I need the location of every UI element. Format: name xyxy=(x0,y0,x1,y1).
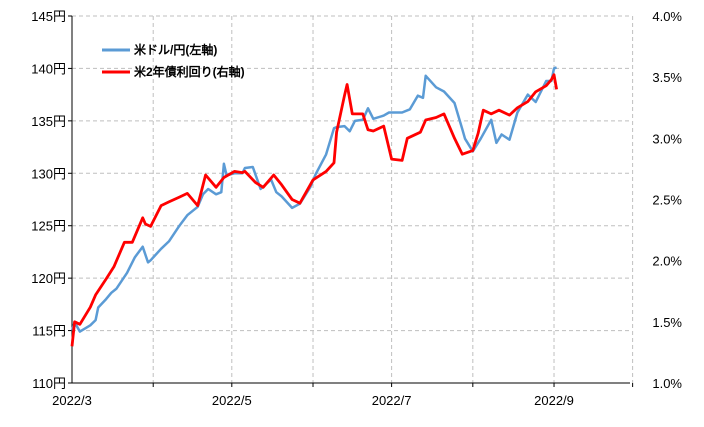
y-left-tick-label: 140円 xyxy=(31,61,66,76)
y-right-tick-label: 3.0% xyxy=(652,131,682,146)
y-right-tick-label: 2.0% xyxy=(652,254,682,269)
series-layer xyxy=(70,66,558,347)
x-tick-label: 2022/3 xyxy=(52,393,92,408)
y-right-tick-label: 1.5% xyxy=(652,315,682,330)
y-left-tick-label: 120円 xyxy=(31,271,66,286)
y-left-tick-label: 135円 xyxy=(31,114,66,129)
legend-label-2: 米2年債利回り(右軸) xyxy=(134,64,245,79)
y-right-tick-label: 2.5% xyxy=(652,193,682,208)
series-line-2 xyxy=(70,73,558,347)
x-tick-label: 2022/5 xyxy=(212,393,252,408)
y-left-tick-label: 130円 xyxy=(31,166,66,181)
axes xyxy=(68,15,634,387)
y-left-tick-label: 115円 xyxy=(32,324,66,339)
y-left-tick-label: 125円 xyxy=(31,219,66,234)
gridlines xyxy=(72,15,634,383)
legend-label-1: 米ドル/円(左軸) xyxy=(134,42,217,57)
x-tick-label: 2022/7 xyxy=(372,393,412,408)
x-tick-label: 2022/9 xyxy=(534,393,574,408)
y-left-tick-label: 145円 xyxy=(31,9,66,24)
legend: 米ドル/円(左軸) 米2年債利回り(右軸) xyxy=(102,42,245,79)
y-right-tick-label: 4.0% xyxy=(652,9,682,24)
y-left-tick-label: 110円 xyxy=(32,376,66,391)
series-line-1 xyxy=(70,66,558,333)
y-right-tick-label: 1.0% xyxy=(652,376,682,391)
y-right-tick-label: 3.5% xyxy=(652,70,682,85)
tick-labels: 110円 115円 120円 125円 130円 135円 140円 145円 1.0% 1.5%… xyxy=(31,9,682,408)
